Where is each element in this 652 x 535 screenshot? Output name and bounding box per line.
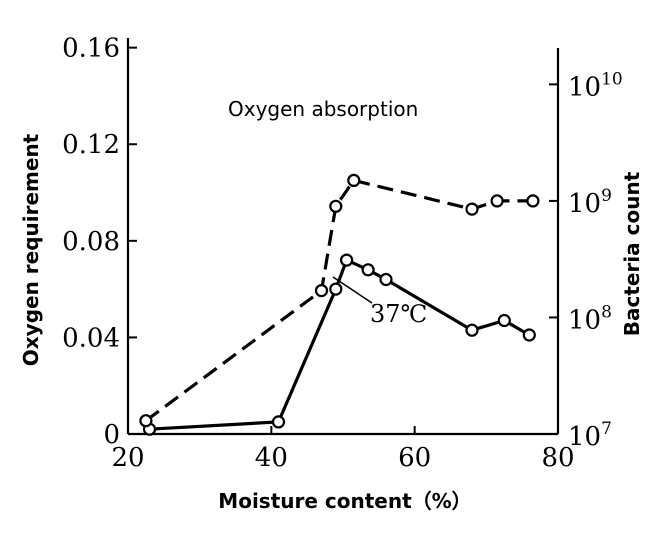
- x-tick-label: 60: [398, 443, 431, 473]
- oxygen-absorption-point: [271, 415, 286, 429]
- oxygen-absorption-label: Oxygen absorption: [228, 97, 418, 121]
- series-layer: [139, 173, 540, 436]
- x-tick-label: 80: [541, 443, 574, 473]
- y-left-tick-label: 0.16: [62, 34, 120, 64]
- bacteria-count-point: [314, 284, 329, 298]
- y-left-tick-label: 0: [103, 420, 120, 450]
- oxygen-absorption-point: [465, 323, 479, 337]
- x-tick-label: 20: [111, 443, 144, 473]
- x-axis-label: Moisture content（%）: [218, 489, 471, 513]
- y-right-tick-label: 107: [568, 419, 612, 452]
- y-left-tick-label: 0.04: [62, 323, 120, 353]
- bacteria-count-point: [139, 414, 153, 428]
- y-right-tick-label: 109: [568, 186, 612, 219]
- annotation-layer: Oxygen absorption 37℃: [228, 97, 427, 328]
- bacteria-count-point: [490, 194, 504, 208]
- y-right-tick-label: 108: [568, 302, 612, 335]
- y-left-tick-label: 0.08: [62, 227, 120, 257]
- bacteria-leader-line: [332, 276, 373, 304]
- oxygen-absorption-point: [522, 328, 536, 342]
- bacteria-temperature-label: 37℃: [370, 300, 427, 328]
- oxygen-absorption-point: [379, 272, 393, 287]
- x-tick-label: 40: [255, 443, 288, 473]
- y-left-axis-label: Oxygen requirement: [19, 133, 43, 366]
- bacteria-count-point: [329, 199, 343, 213]
- bacteria-count-point: [465, 202, 479, 216]
- y-right-axis-label: Bacteria count: [620, 171, 644, 336]
- bacteria-count-point: [526, 194, 540, 208]
- y-right-tick-label: 1010: [568, 69, 623, 102]
- oxygen-absorption-point: [329, 282, 343, 296]
- oxygen-absorption-point: [497, 313, 511, 328]
- bacteria-count-point: [347, 173, 361, 187]
- bacteria-count-line: [144, 178, 533, 422]
- y-left-tick-label: 0.12: [62, 130, 120, 160]
- oxygen-absorption-point: [340, 253, 354, 267]
- oxygen-absorption-point: [361, 263, 375, 277]
